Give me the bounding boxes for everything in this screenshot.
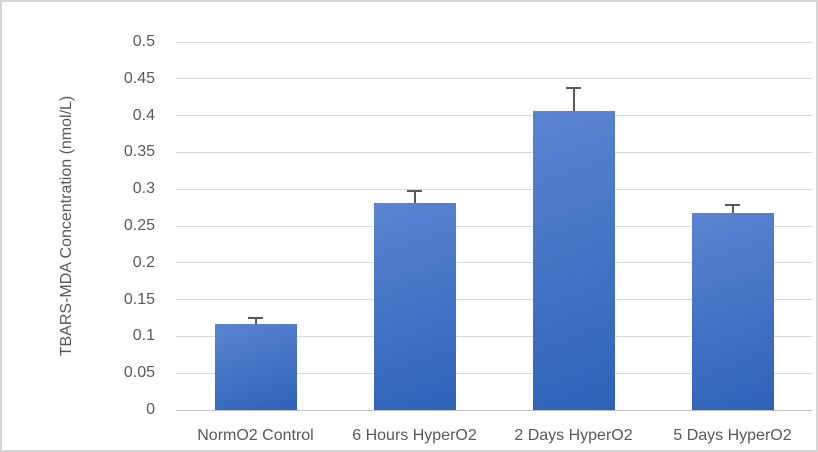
bar bbox=[214, 323, 297, 410]
y-tick-label: 0.25 bbox=[123, 217, 155, 234]
gridline bbox=[176, 335, 812, 337]
y-tick-label: 0.15 bbox=[123, 290, 155, 308]
y-tick-label: 0.5 bbox=[132, 33, 155, 50]
bar bbox=[532, 111, 615, 410]
error-bar-cap bbox=[725, 203, 740, 206]
gridline bbox=[176, 151, 812, 153]
y-tick-label: 0.05 bbox=[123, 364, 155, 382]
x-tick-label: 5 Days HyperO2 bbox=[673, 427, 792, 444]
error-bar-cap bbox=[407, 190, 422, 193]
error-bar-cap bbox=[248, 317, 263, 319]
gridline bbox=[176, 262, 812, 264]
error-bar bbox=[731, 204, 734, 213]
x-axis-line bbox=[176, 409, 812, 411]
gridline bbox=[176, 372, 812, 374]
y-tick-label: 0.3 bbox=[132, 180, 155, 198]
y-tick-label: 0.2 bbox=[132, 253, 155, 271]
gridline bbox=[176, 78, 812, 80]
error-bar bbox=[254, 318, 257, 324]
gridline bbox=[176, 115, 812, 117]
bar bbox=[691, 212, 774, 410]
x-tick-label: NormO2 Control bbox=[197, 427, 314, 444]
gridline bbox=[176, 299, 812, 301]
y-tick-label: 0.45 bbox=[123, 69, 155, 87]
x-tick-label: 6 Hours HyperO2 bbox=[352, 427, 477, 444]
gridline bbox=[176, 188, 812, 190]
y-tick-label: 0.35 bbox=[123, 143, 155, 161]
error-bar bbox=[413, 191, 416, 204]
y-tick-label: 0 bbox=[146, 401, 155, 418]
y-tick-label: 0.4 bbox=[132, 106, 155, 124]
x-tick-label: 2 Days HyperO2 bbox=[514, 427, 633, 444]
gridline bbox=[176, 41, 812, 43]
error-bar-cap bbox=[566, 86, 581, 89]
y-tick-label: 0.1 bbox=[132, 327, 155, 345]
bar bbox=[373, 203, 456, 410]
error-bar bbox=[572, 87, 575, 112]
gridline bbox=[176, 225, 812, 227]
